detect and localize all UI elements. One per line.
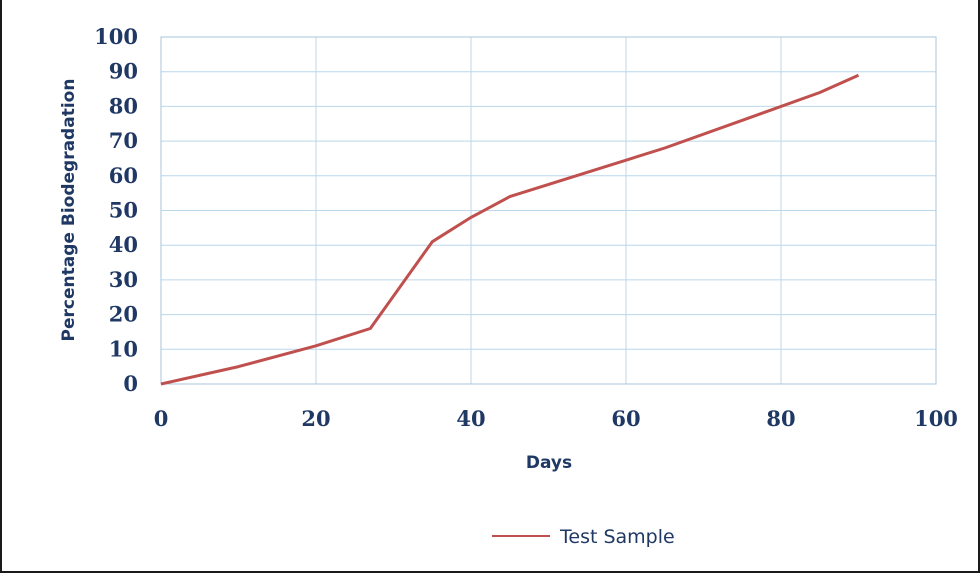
y-tick-label-70: 70: [109, 128, 138, 153]
y-axis-title: Percentage Biodegradation: [59, 79, 79, 342]
legend: Test Sample: [492, 526, 675, 548]
y-tick-label-50: 50: [109, 198, 138, 223]
x-tick-label-20: 20: [301, 406, 330, 431]
y-tick-label-100: 100: [94, 24, 138, 49]
y-tick-label-30: 30: [109, 267, 138, 292]
legend-label-test-sample: Test Sample: [559, 526, 675, 548]
x-tick-label-40: 40: [456, 406, 485, 431]
y-tick-label-0: 0: [123, 371, 138, 396]
y-tick-label-80: 80: [109, 93, 138, 118]
x-axis-title: Days: [526, 453, 572, 473]
y-tick-label-90: 90: [109, 59, 138, 84]
x-axis-tick-labels: 0 20 40 60 80 100: [154, 406, 958, 431]
x-tick-label-100: 100: [914, 406, 958, 431]
y-tick-label-20: 20: [109, 302, 138, 327]
y-axis-tick-labels: 0 10 20 30 40 50 60 70 80 90 100: [94, 24, 138, 396]
series-line-0: [160, 73, 860, 386]
plot-area-border: [160, 36, 937, 385]
y-tick-label-10: 10: [109, 336, 138, 361]
grid-layer: [160, 36, 937, 385]
x-tick-label-60: 60: [611, 406, 640, 431]
y-tick-label-40: 40: [109, 232, 138, 257]
series-layer: [160, 73, 860, 386]
x-tick-label-80: 80: [766, 406, 795, 431]
x-tick-label-0: 0: [154, 406, 169, 431]
y-tick-label-60: 60: [109, 163, 138, 188]
